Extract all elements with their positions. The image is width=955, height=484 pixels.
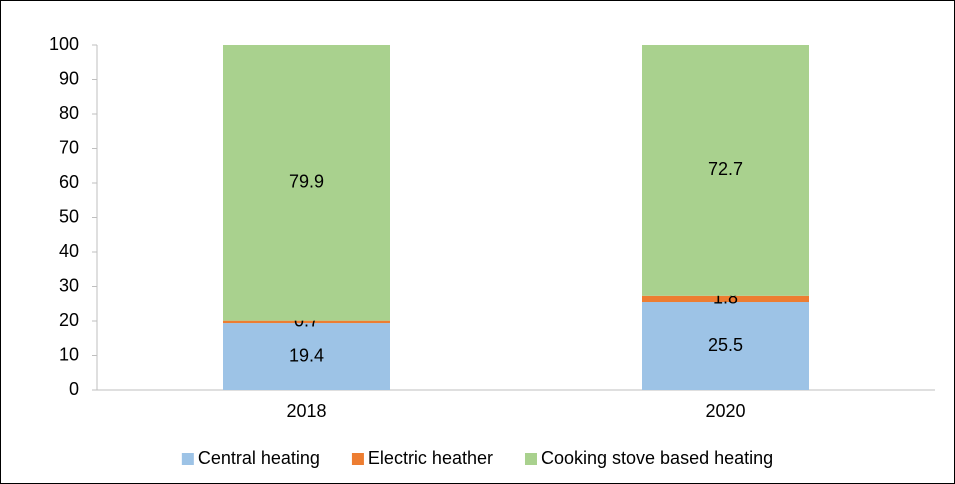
bar-segment — [223, 45, 390, 321]
bar-segment — [223, 323, 390, 390]
y-tick-label: 20 — [59, 310, 79, 330]
bar-segment — [642, 302, 809, 390]
legend-swatch — [524, 453, 537, 465]
y-tick-label: 30 — [59, 275, 79, 295]
y-tick-label: 40 — [59, 241, 79, 261]
data-label: 25.5 — [708, 335, 743, 355]
legend-label: Central heating — [198, 448, 320, 468]
x-tick-label: 2018 — [286, 401, 326, 421]
x-tick-label: 2020 — [705, 401, 745, 421]
bar-segment — [642, 295, 809, 303]
y-tick-label: 90 — [59, 68, 79, 88]
y-tick-label: 0 — [69, 379, 79, 399]
legend-label: Cooking stove based heating — [541, 448, 773, 468]
data-label: 19.4 — [289, 345, 324, 365]
data-label: 72.7 — [708, 159, 743, 179]
legend-swatch — [351, 453, 364, 465]
legend-label: Electric heather — [368, 448, 493, 468]
bar-segment — [223, 320, 390, 324]
bar-segment — [642, 45, 809, 296]
legend-swatch — [181, 453, 194, 465]
y-tick-label: 70 — [59, 137, 79, 157]
y-tick-label: 50 — [59, 206, 79, 226]
y-tick-label: 80 — [59, 103, 79, 123]
y-tick-label: 100 — [49, 34, 79, 54]
y-tick-label: 10 — [59, 344, 79, 364]
data-label: 79.9 — [289, 172, 324, 192]
y-tick-label: 60 — [59, 172, 79, 192]
